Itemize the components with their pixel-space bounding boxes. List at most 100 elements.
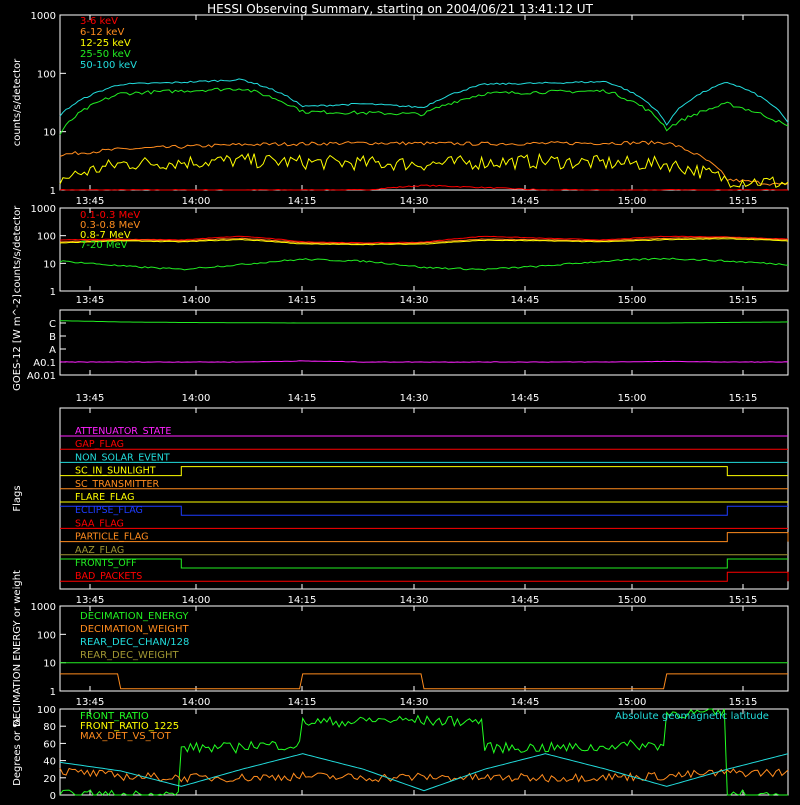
x-tick-label: 14:30 bbox=[400, 393, 429, 404]
panel-frame-0 bbox=[59, 14, 789, 191]
x-tick-label: 15:00 bbox=[618, 295, 647, 306]
legend-entry: DECIMATION_WEIGHT bbox=[80, 624, 189, 635]
series-line-25-50-kev bbox=[59, 87, 789, 135]
series-line-3-6-kev bbox=[59, 184, 789, 191]
legend-entry: 7-20 MeV bbox=[80, 240, 128, 251]
x-tick-label: 13:45 bbox=[76, 393, 105, 404]
panel-frame-4 bbox=[59, 605, 789, 692]
x-tick-label: 15:15 bbox=[729, 295, 758, 306]
x-tick-label: 13:45 bbox=[76, 595, 105, 606]
y-tick-label: 100 bbox=[37, 630, 56, 641]
y-tick-label: 1000 bbox=[31, 11, 56, 22]
y-tick-label: 100 bbox=[37, 705, 56, 716]
y-axis-label: DECIMATION ENERGY or weight bbox=[12, 570, 23, 727]
legend-entry: 0.8-7 MeV bbox=[80, 230, 131, 241]
x-tick-label: 14:00 bbox=[182, 295, 211, 306]
y-tick-label: 20 bbox=[43, 774, 56, 785]
y-axis-label: Degrees or % bbox=[12, 718, 23, 786]
x-tick-label: 15:15 bbox=[729, 393, 758, 404]
x-tick-label: 15:00 bbox=[618, 196, 647, 207]
legend-entry: 12-25 keV bbox=[80, 38, 131, 49]
x-tick-label: 15:00 bbox=[618, 595, 647, 606]
x-tick-label: 14:15 bbox=[288, 295, 317, 306]
legend-entry: 25-50 keV bbox=[80, 49, 131, 60]
x-tick-label: 14:45 bbox=[511, 295, 540, 306]
legend-entry: REAR_DEC_WEIGHT bbox=[80, 650, 179, 661]
series-line-goes-short bbox=[59, 360, 789, 363]
y-axis-label: Flags bbox=[12, 485, 23, 511]
x-tick-label: 14:30 bbox=[400, 196, 429, 207]
x-tick-label: 14:45 bbox=[511, 697, 540, 708]
flag-label: PARTICLE_FLAG bbox=[75, 532, 148, 543]
x-tick-label: 13:45 bbox=[76, 697, 105, 708]
x-tick-label: 15:15 bbox=[729, 697, 758, 708]
x-tick-label: 13:45 bbox=[76, 295, 105, 306]
x-tick-label: 14:00 bbox=[182, 393, 211, 404]
x-tick-label: 14:15 bbox=[288, 393, 317, 404]
x-tick-label: 14:15 bbox=[288, 196, 317, 207]
flag-label: SC_IN_SUNLIGHT bbox=[75, 466, 156, 477]
y-tick-label: 1000 bbox=[31, 602, 56, 613]
y-tick-label: 100 bbox=[37, 69, 56, 80]
y-tick-label: A0.01 bbox=[27, 371, 56, 382]
legend-entry: REAR_DEC_CHAN/128 bbox=[80, 637, 189, 648]
legend-entry: DECIMATION_ENERGY bbox=[80, 611, 189, 622]
series-line-front-ratio bbox=[59, 708, 788, 796]
legend-entry: MAX_DET_VS_TOT bbox=[80, 731, 172, 742]
x-tick-label: 14:45 bbox=[511, 393, 540, 404]
legend-entry: 50-100 keV bbox=[80, 60, 137, 71]
legend-entry: FRONT_RATIO_1225 bbox=[80, 721, 179, 732]
y-tick-label: A0.1 bbox=[33, 358, 56, 369]
flag-label: AAZ_FLAG bbox=[75, 545, 124, 556]
series-line-6-12-kev bbox=[59, 140, 789, 186]
x-tick-label: 15:00 bbox=[618, 697, 647, 708]
x-tick-label: 14:30 bbox=[400, 595, 429, 606]
y-tick-label: C bbox=[49, 319, 56, 330]
x-tick-label: 15:15 bbox=[729, 595, 758, 606]
flag-line bbox=[60, 571, 789, 582]
panel-frame-2 bbox=[59, 309, 789, 376]
panel-frame-1 bbox=[59, 207, 789, 292]
series-line-7-20-mev bbox=[59, 257, 789, 271]
y-tick-label: 1 bbox=[50, 287, 56, 298]
x-tick-label: 14:15 bbox=[288, 697, 317, 708]
y-tick-label: 10 bbox=[43, 128, 56, 139]
y-tick-label: 10 bbox=[43, 659, 56, 670]
series-line-decimation-weight bbox=[60, 673, 788, 690]
flag-label: ATTENUATOR_STATE bbox=[75, 426, 171, 437]
x-tick-label: 14:30 bbox=[400, 697, 429, 708]
x-tick-label: 15:00 bbox=[618, 393, 647, 404]
y-tick-label: A bbox=[49, 345, 56, 356]
series-line-absolute-geomagnetic-latitude bbox=[59, 753, 789, 792]
flag-label: ECLIPSE_FLAG bbox=[75, 505, 143, 516]
x-tick-label: 14:45 bbox=[511, 196, 540, 207]
flag-label: SC_TRANSMITTER bbox=[75, 479, 160, 490]
panel-frame-5 bbox=[59, 708, 789, 796]
legend-entry: 6-12 keV bbox=[80, 27, 124, 38]
flag-label: GAP_FLAG bbox=[75, 439, 124, 450]
panels-group: 13:45 14:00 14:15 14:30 14:45 15:00 15:1511010… bbox=[12, 11, 789, 802]
flag-label: NON_SOLAR_EVENT bbox=[75, 452, 170, 463]
x-tick-label: 14:30 bbox=[400, 295, 429, 306]
x-tick-label: 14:15 bbox=[288, 595, 317, 606]
series-line-50-100-kev bbox=[59, 78, 789, 126]
y-tick-label: 1 bbox=[50, 687, 56, 698]
series-line-goes-long bbox=[59, 320, 789, 324]
legend-entry: 0.3-0.8 MeV bbox=[80, 220, 140, 231]
y-tick-label: 80 bbox=[43, 722, 56, 733]
y-tick-label: 40 bbox=[43, 757, 56, 768]
flag-line bbox=[60, 532, 789, 543]
flag-label: BAD_PACKETS bbox=[75, 571, 142, 582]
flag-line bbox=[60, 505, 788, 516]
x-tick-label: 14:45 bbox=[511, 595, 540, 606]
x-tick-label: 13:45 bbox=[76, 196, 105, 207]
flag-line bbox=[60, 466, 788, 477]
x-tick-label: 14:00 bbox=[182, 595, 211, 606]
series-line-0-8-7-mev bbox=[59, 238, 789, 246]
y-tick-label: B bbox=[49, 332, 56, 343]
flag-label: FRONTS_OFF bbox=[75, 558, 137, 569]
chart-title: HESSI Observing Summary, starting on 200… bbox=[207, 2, 593, 16]
legend-entry: FRONT_RATIO bbox=[80, 711, 149, 722]
